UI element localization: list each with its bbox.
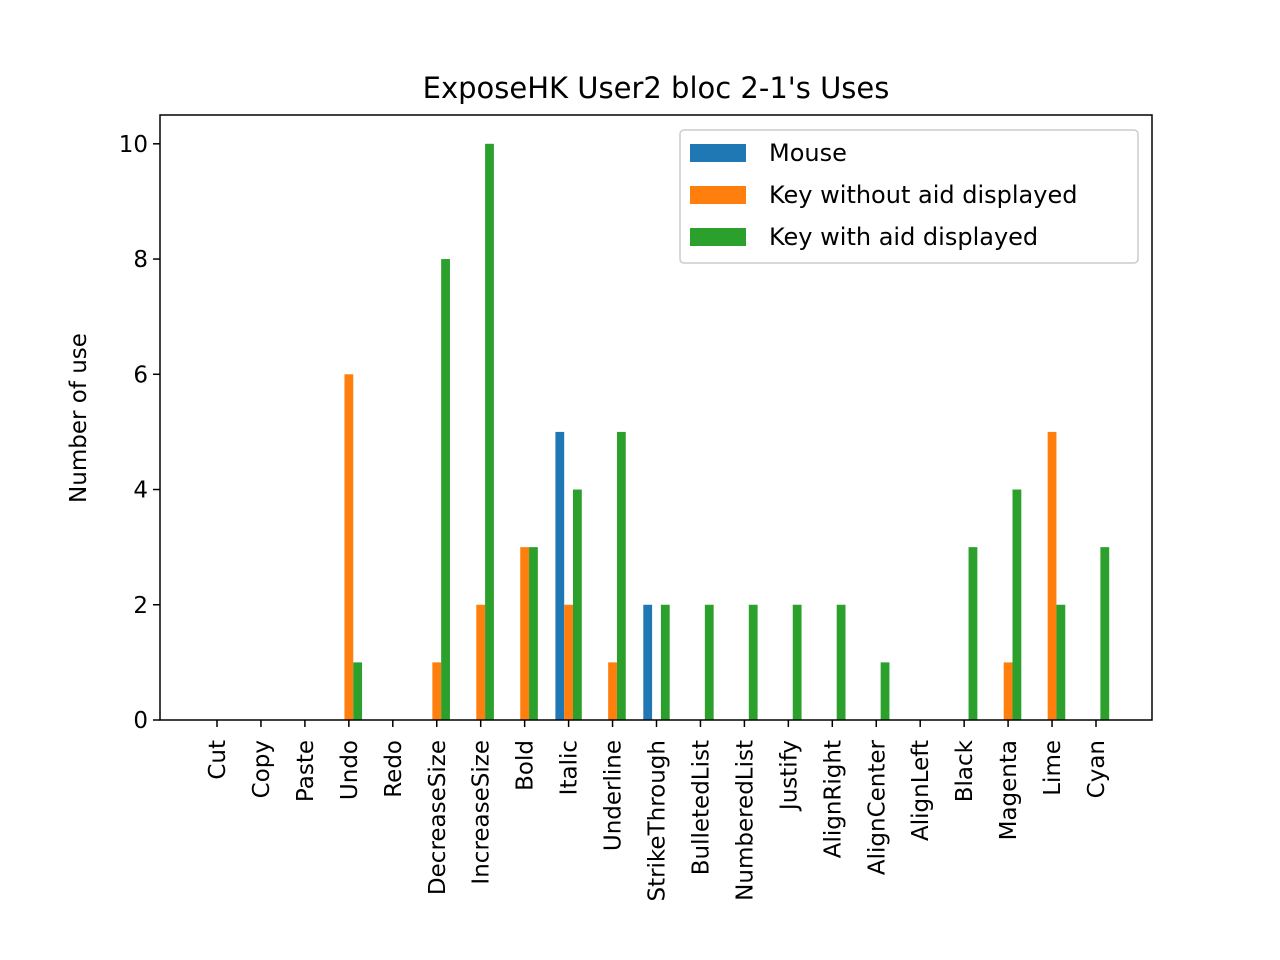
- x-tick-label: NumberedList: [732, 740, 758, 901]
- x-tick-label: Cyan: [1084, 740, 1110, 798]
- bar-1-Italic: [555, 431, 565, 720]
- x-tick-label: Undo: [337, 740, 363, 800]
- bar-3-StrikeThrough: [660, 604, 670, 720]
- legend-swatch-2: [690, 186, 746, 204]
- legend-swatch-1: [690, 144, 746, 162]
- bar-3-Black: [968, 547, 978, 720]
- x-tick-label: Cut: [205, 740, 231, 780]
- bar-3-Justify: [792, 604, 802, 720]
- bar-2-Magenta: [1003, 662, 1013, 720]
- bar-3-AlignCenter: [880, 662, 890, 720]
- bar-2-Underline: [608, 662, 617, 720]
- bar-3-BulletedList: [704, 604, 714, 720]
- x-tick-label: DecreaseSize: [425, 740, 451, 895]
- plot-frame: [159, 114, 1153, 721]
- bar-3-IncreaseSize: [485, 143, 494, 721]
- legend-label-1: Mouse: [769, 139, 847, 167]
- bar-3-DecreaseSize: [441, 259, 450, 720]
- bar-2-Undo: [344, 374, 354, 720]
- y-axis-label: Number of use: [66, 333, 92, 503]
- bar-3-Undo: [353, 662, 363, 720]
- bar-2-IncreaseSize: [476, 604, 486, 720]
- legend-label-3: Key with aid displayed: [769, 223, 1038, 251]
- x-tick-label: BulletedList: [688, 740, 714, 875]
- x-axis-ticks: Cut Copy Paste Undo Redo DecreaseSize Increase…: [205, 720, 1110, 902]
- x-tick-label: Underline: [601, 740, 627, 851]
- legend-swatch-3: [690, 228, 746, 246]
- x-tick-label: AlignRight: [820, 740, 846, 858]
- x-tick-label: Italic: [557, 740, 583, 795]
- x-tick-label: AlignLeft: [908, 740, 934, 841]
- x-tick-label: Black: [952, 739, 978, 802]
- bar-1-StrikeThrough: [643, 604, 653, 720]
- x-tick-label: Redo: [381, 740, 407, 798]
- x-tick-label: Copy: [249, 740, 275, 798]
- bar-2-Italic: [564, 604, 573, 720]
- y-tick-label: 2: [133, 593, 148, 619]
- bars-layer: [344, 143, 1110, 721]
- y-tick-label: 4: [133, 478, 148, 504]
- bar-2-DecreaseSize: [432, 662, 442, 720]
- legend-label-2: Key without aid displayed: [769, 181, 1077, 209]
- chart-title: ExposeHK User2 bloc 2-1's Uses: [423, 71, 890, 105]
- x-tick-label: AlignCenter: [864, 739, 890, 875]
- bar-3-Cyan: [1100, 547, 1110, 720]
- y-tick-label: 8: [133, 247, 148, 273]
- bar-3-NumberedList: [748, 604, 758, 720]
- bar-3-AlignRight: [836, 604, 846, 720]
- x-tick-label: Bold: [513, 740, 539, 791]
- legend: Mouse Key without aid displayed Key with a…: [679, 129, 1139, 264]
- x-tick-label: Paste: [293, 740, 319, 802]
- bar-3-Magenta: [1012, 489, 1022, 720]
- bar-2-Bold: [520, 547, 530, 720]
- x-tick-label: Lime: [1040, 740, 1066, 796]
- bar-3-Italic: [573, 489, 582, 720]
- bar-3-Lime: [1056, 604, 1066, 720]
- bar-2-Lime: [1047, 431, 1057, 720]
- y-tick-label: 10: [119, 132, 148, 158]
- x-tick-label: Justify: [776, 740, 802, 812]
- bar-3-Underline: [616, 431, 626, 720]
- legend-frame: [679, 129, 1139, 264]
- x-tick-label: Magenta: [996, 740, 1022, 840]
- x-tick-label: IncreaseSize: [469, 740, 495, 885]
- y-tick-label: 0: [133, 708, 148, 734]
- y-axis-ticks: 0 2 4 6 8 10: [119, 132, 160, 734]
- y-tick-label: 6: [133, 362, 148, 388]
- bar-3-Bold: [529, 547, 538, 720]
- x-tick-label: StrikeThrough: [645, 740, 671, 902]
